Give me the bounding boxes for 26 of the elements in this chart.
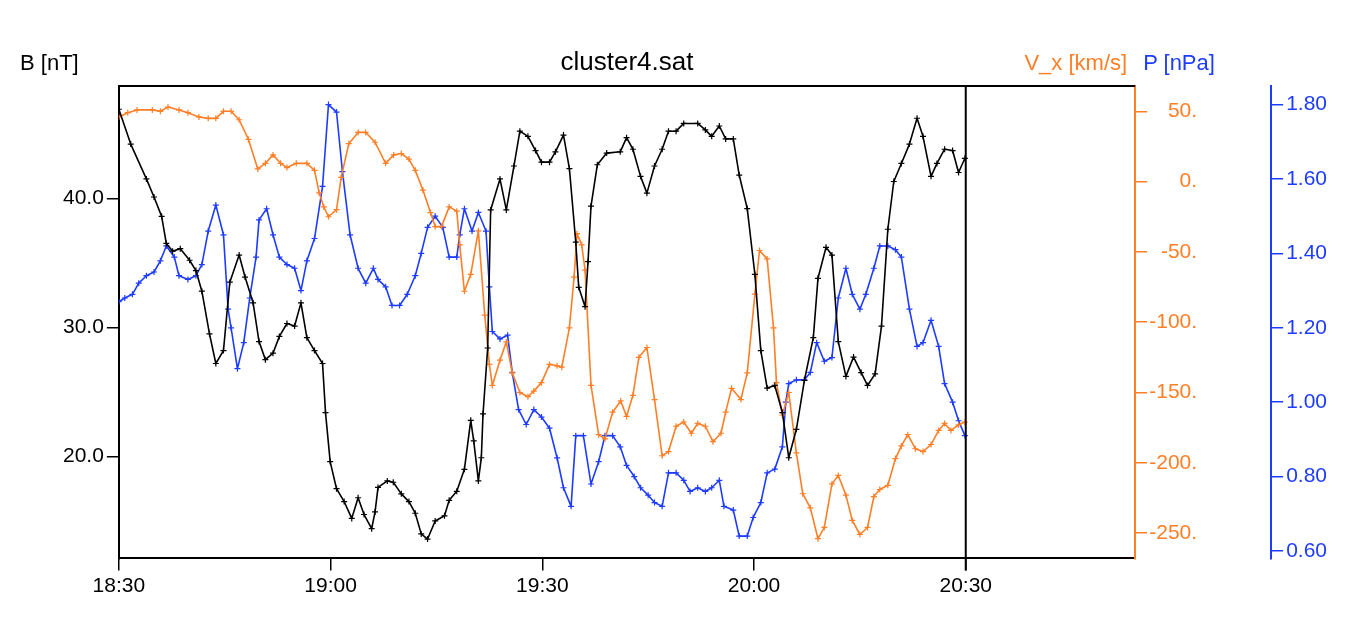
y-tick-label: 30.0 bbox=[63, 314, 104, 338]
y-tick-label: 20.0 bbox=[63, 443, 104, 467]
chart-title: cluster4.sat bbox=[560, 46, 695, 76]
x-tick-label: 19:00 bbox=[304, 572, 357, 596]
y-axis-title: B [nT] bbox=[20, 50, 79, 75]
y3-tick-label: 1.40 bbox=[1286, 240, 1327, 264]
y2-tick-label: 0. bbox=[1179, 168, 1198, 192]
y2-tick-label: -200. bbox=[1149, 449, 1198, 473]
x-tick-label: 20:30 bbox=[939, 572, 993, 596]
y-tick-label: 40.0 bbox=[63, 185, 104, 209]
x-tick-label: 18:30 bbox=[92, 572, 146, 596]
y3-tick-label: 0.80 bbox=[1286, 463, 1327, 487]
x-tick-label: 19:30 bbox=[516, 572, 569, 596]
y3-axis-title: P [nPa] bbox=[1143, 50, 1215, 75]
y3-tick-label: 1.20 bbox=[1286, 314, 1327, 338]
y2-tick-label: 50. bbox=[1167, 98, 1198, 122]
y2-tick-label: -250. bbox=[1149, 519, 1198, 543]
y3-tick-label: 0.60 bbox=[1286, 537, 1327, 561]
y3-tick-label: 1.80 bbox=[1286, 91, 1327, 115]
y2-axis-title: V_x [km/s] bbox=[1024, 50, 1128, 75]
y2-tick-label: -150. bbox=[1149, 379, 1198, 403]
y3-tick-label: 1.60 bbox=[1286, 165, 1327, 189]
y2-tick-label: -50. bbox=[1160, 238, 1198, 262]
y3-tick-label: 1.00 bbox=[1286, 388, 1327, 412]
y2-tick-label: -100. bbox=[1149, 309, 1198, 332]
x-tick-label: 20:00 bbox=[727, 572, 781, 596]
